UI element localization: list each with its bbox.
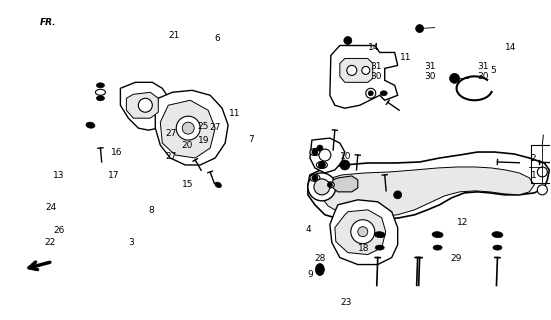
Circle shape: [351, 220, 375, 244]
Text: 24: 24: [46, 203, 57, 212]
Polygon shape: [310, 138, 345, 173]
Circle shape: [344, 36, 352, 44]
Ellipse shape: [96, 96, 105, 101]
Ellipse shape: [96, 83, 105, 88]
Text: 30: 30: [424, 72, 435, 81]
Text: 14: 14: [505, 43, 517, 52]
Text: 7: 7: [248, 135, 254, 144]
Text: 20: 20: [181, 141, 192, 150]
Circle shape: [317, 145, 323, 151]
Ellipse shape: [310, 174, 320, 181]
Text: 11: 11: [399, 53, 411, 62]
Text: 29: 29: [450, 254, 462, 263]
Text: 11: 11: [229, 109, 241, 118]
Text: FR.: FR.: [40, 18, 57, 27]
Circle shape: [327, 182, 332, 188]
Text: 28: 28: [314, 254, 325, 263]
Circle shape: [182, 122, 194, 134]
Ellipse shape: [375, 245, 384, 250]
Polygon shape: [330, 200, 398, 265]
Ellipse shape: [95, 89, 105, 95]
Text: 30: 30: [370, 72, 381, 81]
Circle shape: [415, 25, 424, 33]
Text: 17: 17: [109, 171, 120, 180]
Ellipse shape: [310, 148, 320, 156]
Text: 27: 27: [209, 123, 221, 132]
Ellipse shape: [215, 182, 222, 188]
Circle shape: [537, 185, 547, 195]
Circle shape: [319, 149, 331, 161]
Circle shape: [347, 65, 357, 76]
Text: 9: 9: [307, 269, 313, 279]
Text: 27: 27: [166, 129, 177, 138]
Text: 15: 15: [182, 180, 193, 189]
Circle shape: [312, 149, 318, 155]
Polygon shape: [335, 210, 386, 255]
Circle shape: [537, 167, 547, 177]
Text: 13: 13: [53, 171, 64, 180]
Circle shape: [358, 227, 368, 237]
Text: 21: 21: [168, 31, 180, 40]
Polygon shape: [120, 82, 172, 130]
Text: 18: 18: [358, 244, 369, 253]
Ellipse shape: [316, 162, 327, 168]
Text: 6: 6: [214, 34, 220, 43]
Polygon shape: [320, 167, 534, 217]
Polygon shape: [340, 59, 373, 82]
Text: 23: 23: [341, 298, 352, 307]
Circle shape: [308, 173, 336, 201]
Circle shape: [394, 191, 402, 199]
Polygon shape: [160, 100, 215, 158]
Text: 8: 8: [148, 206, 154, 215]
Circle shape: [176, 116, 200, 140]
Ellipse shape: [432, 232, 443, 238]
Polygon shape: [126, 92, 158, 118]
Ellipse shape: [86, 122, 95, 128]
Ellipse shape: [380, 91, 387, 96]
Text: 2: 2: [531, 154, 536, 163]
Text: 19: 19: [197, 136, 209, 145]
Circle shape: [362, 67, 370, 74]
Circle shape: [366, 88, 376, 98]
Text: 25: 25: [197, 122, 209, 131]
Circle shape: [312, 175, 318, 181]
Polygon shape: [330, 45, 398, 108]
Polygon shape: [155, 90, 228, 165]
Text: 31: 31: [424, 62, 435, 71]
Ellipse shape: [433, 245, 442, 250]
Text: 12: 12: [457, 218, 468, 227]
Circle shape: [340, 160, 350, 170]
Text: 10: 10: [341, 152, 352, 161]
Text: 1: 1: [531, 172, 536, 180]
Ellipse shape: [492, 232, 503, 238]
Circle shape: [450, 73, 460, 83]
Ellipse shape: [374, 232, 385, 238]
Text: 5: 5: [490, 66, 495, 75]
Text: 27: 27: [166, 152, 177, 161]
Text: 3: 3: [128, 238, 134, 247]
Polygon shape: [333, 176, 358, 192]
Text: 22: 22: [45, 238, 56, 247]
Text: 14: 14: [368, 43, 379, 52]
Circle shape: [314, 179, 330, 195]
Text: 16: 16: [111, 148, 122, 157]
Ellipse shape: [315, 264, 325, 276]
Bar: [531, 145, 551, 183]
Text: 31: 31: [478, 62, 489, 71]
Polygon shape: [308, 152, 549, 222]
Ellipse shape: [493, 245, 502, 250]
Circle shape: [138, 98, 152, 112]
Text: 4: 4: [305, 225, 311, 234]
Circle shape: [318, 162, 326, 168]
Text: 26: 26: [53, 226, 64, 235]
Ellipse shape: [326, 182, 334, 188]
Circle shape: [368, 91, 373, 96]
Text: 30: 30: [478, 72, 489, 81]
Text: 31: 31: [370, 62, 381, 71]
